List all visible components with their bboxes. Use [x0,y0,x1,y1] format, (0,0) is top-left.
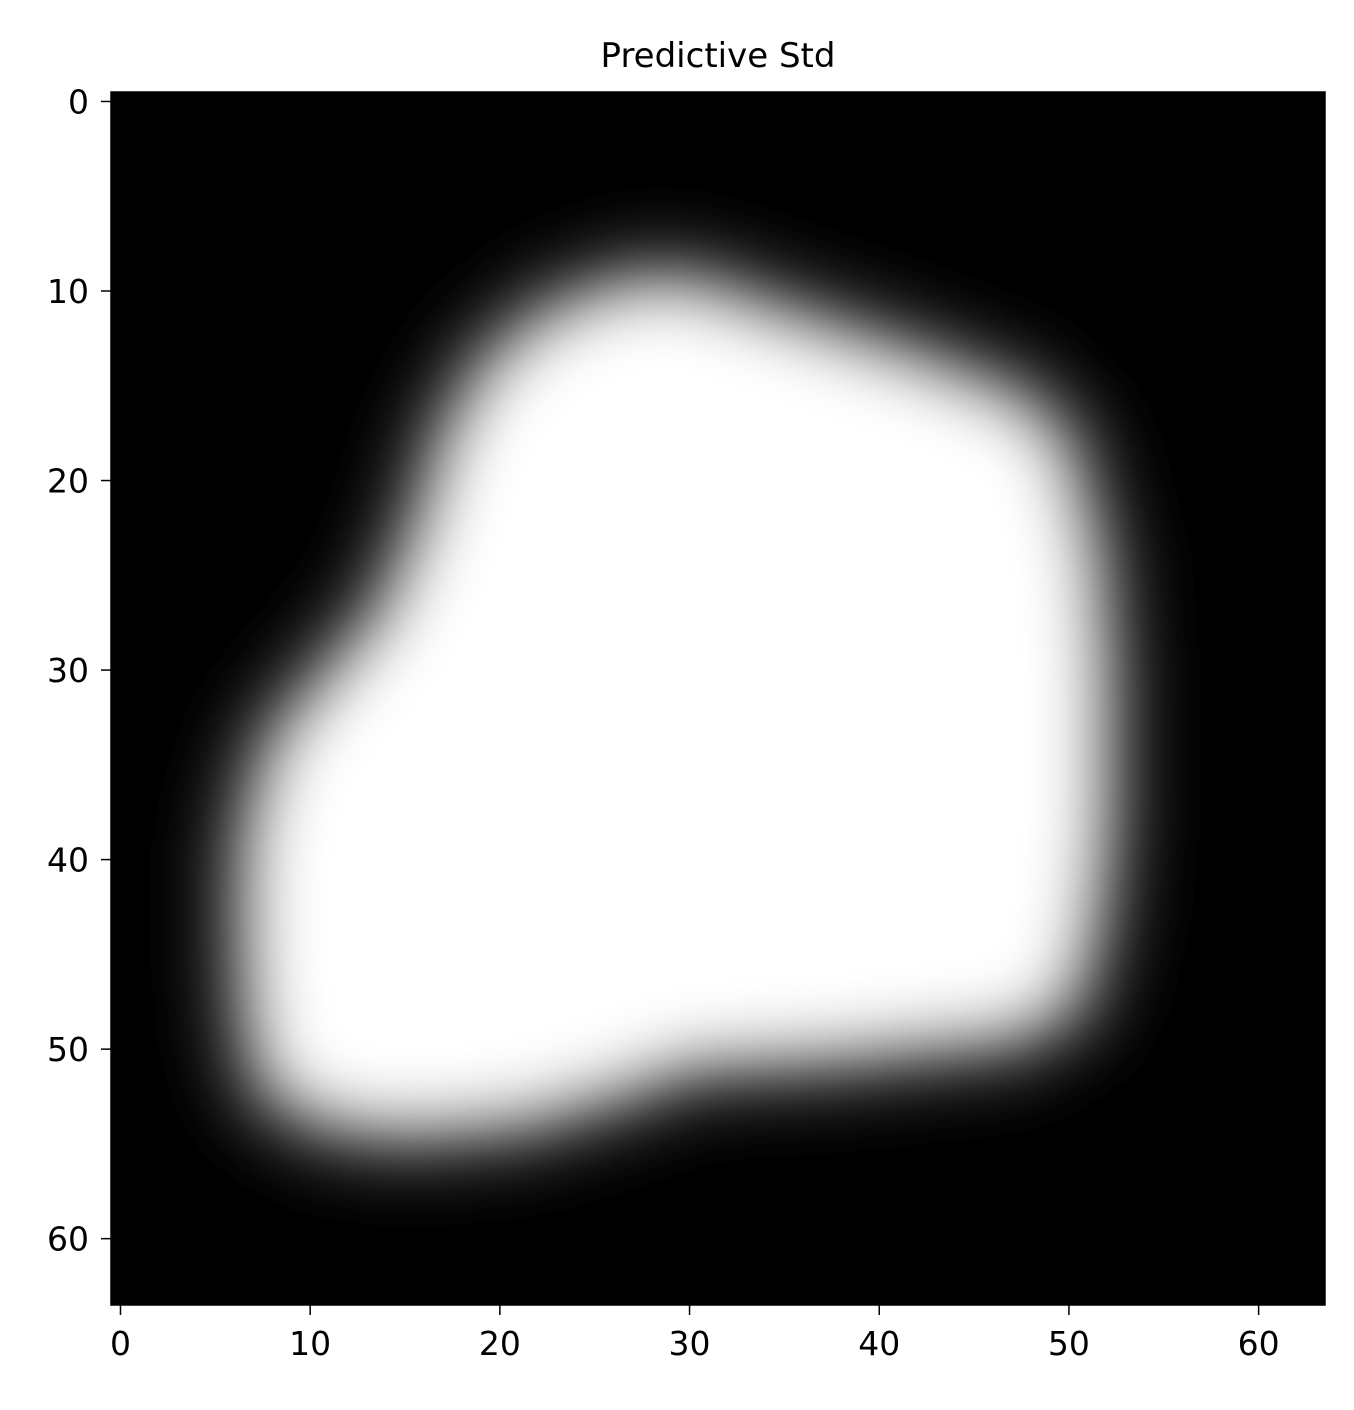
y-tick-label: 10 [47,272,89,311]
x-tick-label: 50 [1048,1324,1090,1363]
y-axis: 0 10 20 30 40 50 60 [47,82,111,1259]
x-tick-label: 0 [110,1324,131,1363]
y-tick-label: 60 [47,1220,89,1259]
y-tick-label: 50 [47,1030,89,1069]
x-axis: 0 10 20 30 40 50 60 [110,1305,1280,1363]
plot-frame [110,91,1326,1306]
heatmap-field [202,240,1148,1176]
y-tick-label: 0 [68,82,89,121]
chart-title: Predictive Std [601,36,836,76]
x-tick-label: 10 [289,1324,331,1363]
y-tick-label: 20 [47,462,89,501]
y-tick-label: 30 [47,651,89,690]
x-tick-label: 60 [1238,1324,1280,1363]
plot-area [111,92,1325,1305]
heatmap-body [262,300,1088,1116]
x-tick-label: 40 [858,1324,900,1363]
x-tick-label: 30 [669,1324,711,1363]
y-tick-label: 40 [47,841,89,880]
x-tick-label: 20 [479,1324,521,1363]
